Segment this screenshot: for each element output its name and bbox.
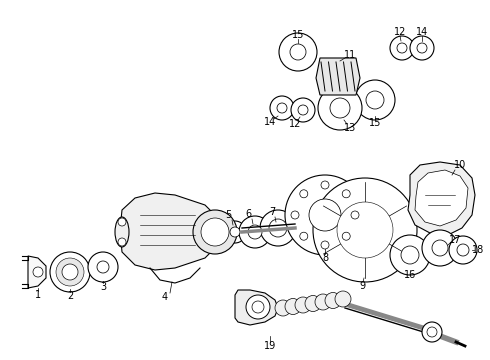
Circle shape <box>347 212 383 248</box>
Text: 3: 3 <box>100 282 106 292</box>
Text: 6: 6 <box>245 209 251 219</box>
Circle shape <box>342 190 350 198</box>
Text: 15: 15 <box>369 118 381 128</box>
Circle shape <box>342 232 350 240</box>
Circle shape <box>315 294 331 310</box>
Text: 12: 12 <box>289 119 301 129</box>
Circle shape <box>193 210 237 254</box>
Text: 8: 8 <box>322 253 328 263</box>
Circle shape <box>277 103 287 113</box>
Circle shape <box>335 291 351 307</box>
Text: 10: 10 <box>454 160 466 170</box>
Polygon shape <box>235 290 278 325</box>
Circle shape <box>291 211 299 219</box>
Circle shape <box>230 227 240 237</box>
Circle shape <box>390 235 430 275</box>
Circle shape <box>309 199 341 231</box>
Circle shape <box>62 264 78 280</box>
Circle shape <box>291 98 315 122</box>
Circle shape <box>457 244 469 256</box>
Circle shape <box>313 178 417 282</box>
Circle shape <box>397 43 407 53</box>
Circle shape <box>62 264 78 280</box>
Text: 14: 14 <box>416 27 428 37</box>
Circle shape <box>401 246 419 264</box>
Ellipse shape <box>115 217 129 247</box>
Circle shape <box>321 181 329 189</box>
Text: 4: 4 <box>162 292 168 302</box>
Circle shape <box>422 322 442 342</box>
Circle shape <box>330 98 350 118</box>
Text: 9: 9 <box>359 281 365 291</box>
Polygon shape <box>28 256 46 288</box>
Text: 2: 2 <box>67 291 73 301</box>
Circle shape <box>337 202 393 258</box>
Circle shape <box>390 36 414 60</box>
Text: 11: 11 <box>344 50 356 60</box>
Circle shape <box>298 105 308 115</box>
Text: 15: 15 <box>292 30 304 40</box>
Circle shape <box>290 44 306 60</box>
Circle shape <box>118 218 126 226</box>
Text: 19: 19 <box>264 341 276 351</box>
Circle shape <box>118 238 126 246</box>
Text: 16: 16 <box>404 270 416 280</box>
Circle shape <box>279 33 317 71</box>
Circle shape <box>449 236 477 264</box>
Circle shape <box>224 221 246 243</box>
Circle shape <box>351 211 359 219</box>
Circle shape <box>295 297 311 313</box>
Circle shape <box>410 36 434 60</box>
Circle shape <box>270 96 294 120</box>
Circle shape <box>33 267 43 277</box>
Circle shape <box>97 261 109 273</box>
Circle shape <box>201 218 229 246</box>
Circle shape <box>300 232 308 240</box>
Circle shape <box>252 301 264 313</box>
Circle shape <box>285 298 301 315</box>
Text: 7: 7 <box>269 207 275 217</box>
Circle shape <box>248 225 262 239</box>
Circle shape <box>321 241 329 249</box>
Text: 17: 17 <box>449 235 461 245</box>
Text: 14: 14 <box>264 117 276 127</box>
Circle shape <box>56 258 84 286</box>
Circle shape <box>318 86 362 130</box>
Circle shape <box>325 292 341 309</box>
Circle shape <box>300 190 308 198</box>
Polygon shape <box>316 58 360 95</box>
Circle shape <box>305 296 321 311</box>
Text: 13: 13 <box>344 123 356 133</box>
Circle shape <box>285 175 365 255</box>
Polygon shape <box>415 170 468 226</box>
Circle shape <box>269 219 287 237</box>
Circle shape <box>366 91 384 109</box>
Circle shape <box>260 210 296 246</box>
Circle shape <box>422 230 458 266</box>
Circle shape <box>432 240 448 256</box>
Polygon shape <box>120 193 218 270</box>
Polygon shape <box>408 162 475 235</box>
Circle shape <box>355 80 395 120</box>
Text: 1: 1 <box>35 290 41 300</box>
Text: 12: 12 <box>394 27 406 37</box>
Circle shape <box>427 327 437 337</box>
Circle shape <box>88 252 118 282</box>
Circle shape <box>246 295 270 319</box>
Text: 18: 18 <box>472 245 484 255</box>
Text: 5: 5 <box>225 210 231 220</box>
Circle shape <box>417 43 427 53</box>
Circle shape <box>239 216 271 248</box>
Circle shape <box>50 252 90 292</box>
Circle shape <box>275 300 291 316</box>
